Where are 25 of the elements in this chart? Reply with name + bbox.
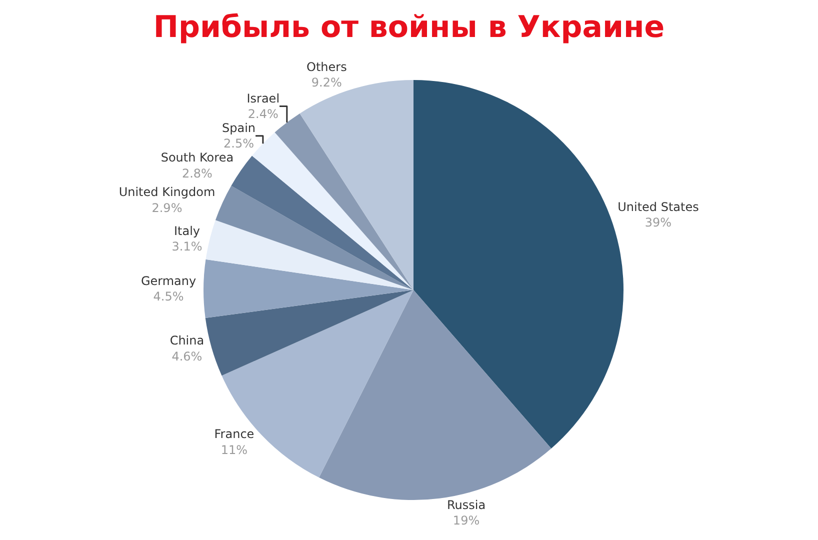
data-label: 9.2% [311,76,342,90]
slice-label: United Kingdom [118,185,216,200]
slice-label: Germany [140,274,196,288]
slice-label: France [214,427,254,442]
slice-label: Italy [174,224,200,238]
pie-slice [204,259,414,318]
slice-label: United States [618,200,699,214]
slice-label: South Korea [160,150,234,165]
data-label: 2.9% [152,200,182,215]
data-label: 2.5% [224,136,254,151]
slice-label: Others [306,60,347,74]
data-label: 2.8% [182,166,212,180]
data-label: 2.4% [248,107,278,122]
chart-title: Прибыль от войны в Украине [153,10,665,46]
slice-label: Russia [446,498,486,512]
slice-label: Israel [246,91,280,106]
data-label: 19% [452,514,480,528]
data-label: 4.5% [153,289,184,304]
data-label: 3.1% [172,239,202,254]
data-label: 11% [220,442,248,457]
slice-label: Spain [222,121,256,136]
data-label: 4.6% [172,349,202,364]
pie-slice [319,290,552,500]
data-label: 39% [644,215,672,230]
slice-label: China [170,334,204,348]
